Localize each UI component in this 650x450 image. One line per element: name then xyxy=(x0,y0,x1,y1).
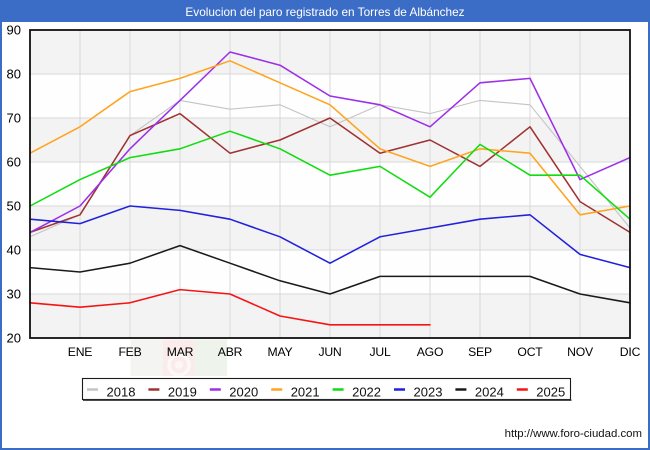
svg-text:50: 50 xyxy=(7,199,21,214)
svg-text:http://www.foro-ciudad.com: http://www.foro-ciudad.com xyxy=(505,428,642,440)
svg-text:Evolucion del paro registrado: Evolucion del paro registrado en Torres … xyxy=(185,5,464,19)
svg-text:NOV: NOV xyxy=(567,345,594,359)
svg-text:2018: 2018 xyxy=(107,384,136,399)
svg-text:DIC: DIC xyxy=(620,345,641,359)
svg-text:ABR: ABR xyxy=(218,345,243,359)
svg-text:90: 90 xyxy=(7,23,21,38)
svg-text:2022: 2022 xyxy=(352,384,381,399)
svg-text:OCT: OCT xyxy=(517,345,543,359)
svg-text:ENE: ENE xyxy=(68,345,93,359)
svg-text:2020: 2020 xyxy=(229,384,258,399)
svg-text:70: 70 xyxy=(7,111,21,126)
svg-text:FEB: FEB xyxy=(118,345,141,359)
svg-text:20: 20 xyxy=(7,331,21,346)
svg-text:MAR: MAR xyxy=(167,345,194,359)
svg-text:2025: 2025 xyxy=(536,384,565,399)
svg-text:MAY: MAY xyxy=(268,345,293,359)
svg-text:SEP: SEP xyxy=(468,345,492,359)
svg-text:80: 80 xyxy=(7,67,21,82)
svg-text:2021: 2021 xyxy=(291,384,320,399)
svg-text:JUN: JUN xyxy=(318,345,341,359)
svg-text:2019: 2019 xyxy=(168,384,197,399)
svg-text:40: 40 xyxy=(7,243,21,258)
svg-text:JUL: JUL xyxy=(369,345,390,359)
svg-text:AGO: AGO xyxy=(417,345,444,359)
svg-text:2023: 2023 xyxy=(414,384,443,399)
svg-text:60: 60 xyxy=(7,155,21,170)
svg-text:30: 30 xyxy=(7,287,21,302)
svg-text:2024: 2024 xyxy=(475,384,504,399)
